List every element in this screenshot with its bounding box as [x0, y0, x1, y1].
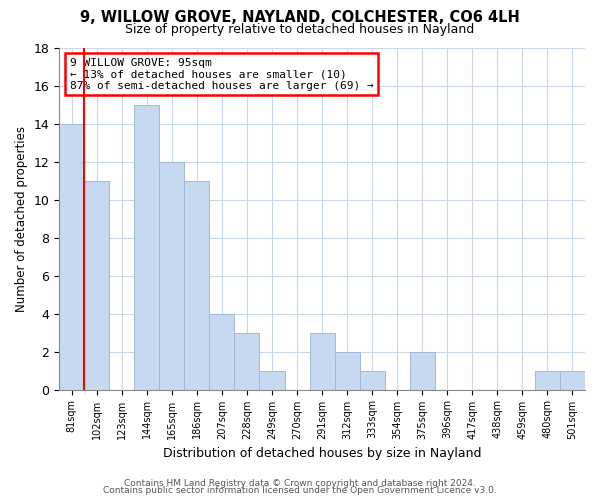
Bar: [410, 352, 435, 390]
Bar: [59, 124, 84, 390]
Y-axis label: Number of detached properties: Number of detached properties: [15, 126, 28, 312]
Bar: [335, 352, 359, 390]
Bar: [84, 180, 109, 390]
Bar: [359, 370, 385, 390]
Bar: [310, 332, 335, 390]
Bar: [560, 370, 585, 390]
Bar: [184, 180, 209, 390]
Bar: [209, 314, 235, 390]
Bar: [134, 104, 160, 390]
Bar: [535, 370, 560, 390]
Text: Contains public sector information licensed under the Open Government Licence v3: Contains public sector information licen…: [103, 486, 497, 495]
Text: Contains HM Land Registry data © Crown copyright and database right 2024.: Contains HM Land Registry data © Crown c…: [124, 478, 476, 488]
Bar: [160, 162, 184, 390]
Bar: [259, 370, 284, 390]
Text: 9 WILLOW GROVE: 95sqm
← 13% of detached houses are smaller (10)
87% of semi-deta: 9 WILLOW GROVE: 95sqm ← 13% of detached …: [70, 58, 373, 91]
Bar: [235, 332, 259, 390]
Text: Size of property relative to detached houses in Nayland: Size of property relative to detached ho…: [125, 22, 475, 36]
X-axis label: Distribution of detached houses by size in Nayland: Distribution of detached houses by size …: [163, 447, 481, 460]
Text: 9, WILLOW GROVE, NAYLAND, COLCHESTER, CO6 4LH: 9, WILLOW GROVE, NAYLAND, COLCHESTER, CO…: [80, 10, 520, 25]
